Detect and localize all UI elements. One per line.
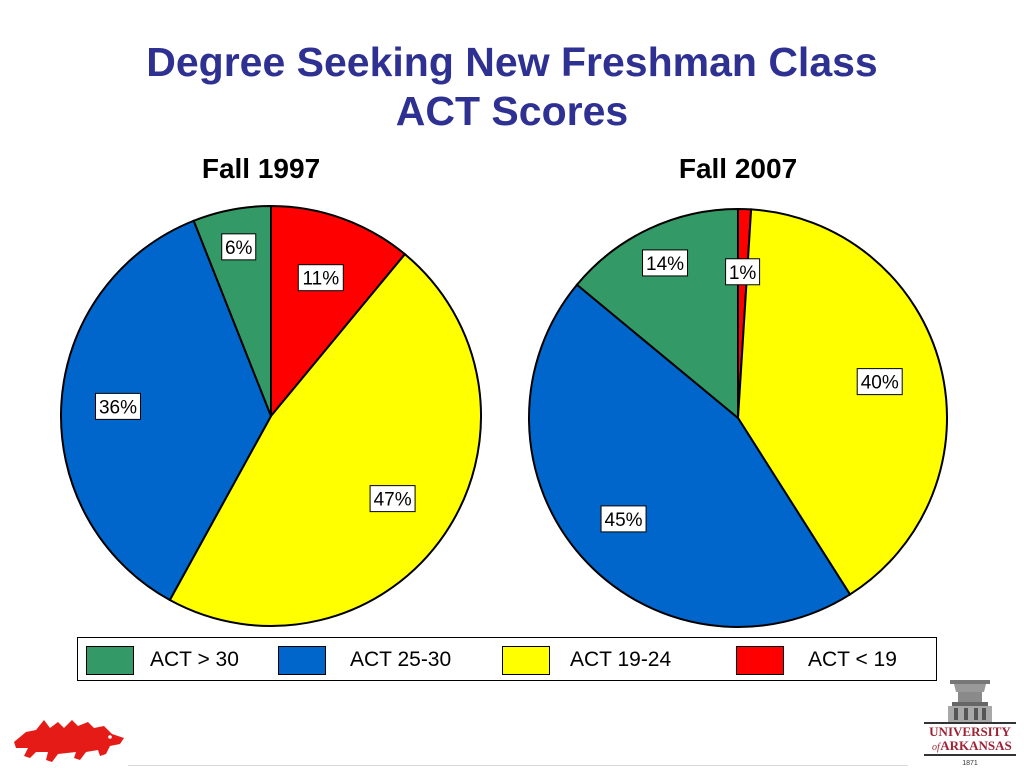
legend-swatch xyxy=(86,646,134,675)
title-line-2: ACT Scores xyxy=(395,88,629,134)
logo-university-text: UNIVERSITY xyxy=(929,724,1011,739)
data-label: 6% xyxy=(225,238,253,259)
data-label-box xyxy=(642,249,689,277)
legend-label: ACT 25-30 xyxy=(350,648,452,671)
pie-slice xyxy=(270,204,407,419)
data-label-box xyxy=(369,485,416,513)
chart-legend: ACT > 30 ACT 25-30 ACT 19-24 ACT < 19 xyxy=(77,637,937,681)
data-label: 14% xyxy=(646,254,684,275)
legend-swatch xyxy=(278,646,326,675)
pie-slice xyxy=(168,252,482,627)
data-label-box xyxy=(600,505,647,533)
data-label: 40% xyxy=(861,373,899,394)
legend-swatch xyxy=(736,646,784,675)
razorback-logo-icon xyxy=(14,720,124,762)
legend-label: ACT < 19 xyxy=(808,648,897,671)
title-line-1: Degree Seeking New Freshman Class xyxy=(146,39,878,85)
logo-arkansas-text: ARKANSAS xyxy=(940,738,1012,753)
legend-label: ACT 19-24 xyxy=(570,648,672,671)
pie-slice xyxy=(60,219,273,602)
logo-year-text: 1871 xyxy=(962,760,978,767)
data-label: 36% xyxy=(99,397,137,418)
university-of-arkansas-logo-icon: UNIVERSITY of ARKANSAS 1871 xyxy=(924,680,1016,767)
footer-divider xyxy=(128,765,908,766)
logo-of-text: of xyxy=(932,742,941,753)
pie-slice xyxy=(736,208,948,596)
data-label: 45% xyxy=(605,510,643,531)
slide-title: Degree Seeking New Freshman Class ACT Sc… xyxy=(0,38,1024,136)
data-label-box xyxy=(221,233,257,261)
data-label: 1% xyxy=(729,263,757,284)
data-label: 11% xyxy=(302,269,339,290)
legend-label: ACT > 30 xyxy=(150,648,239,671)
data-label-box xyxy=(725,258,761,286)
pie-charts: 11% 47% 36% 6% 1% 40% 45% 14% xyxy=(60,204,948,629)
data-label-box xyxy=(856,368,903,396)
pie-slice xyxy=(528,283,852,629)
data-label-box xyxy=(95,392,142,420)
chart-title-fall-2007: Fall 2007 xyxy=(678,153,798,184)
data-label: 47% xyxy=(374,490,412,511)
pie-slice xyxy=(575,207,739,421)
chart-title-fall-1997: Fall 1997 xyxy=(201,153,321,184)
legend-swatch xyxy=(502,646,550,675)
data-label-box xyxy=(297,264,344,292)
